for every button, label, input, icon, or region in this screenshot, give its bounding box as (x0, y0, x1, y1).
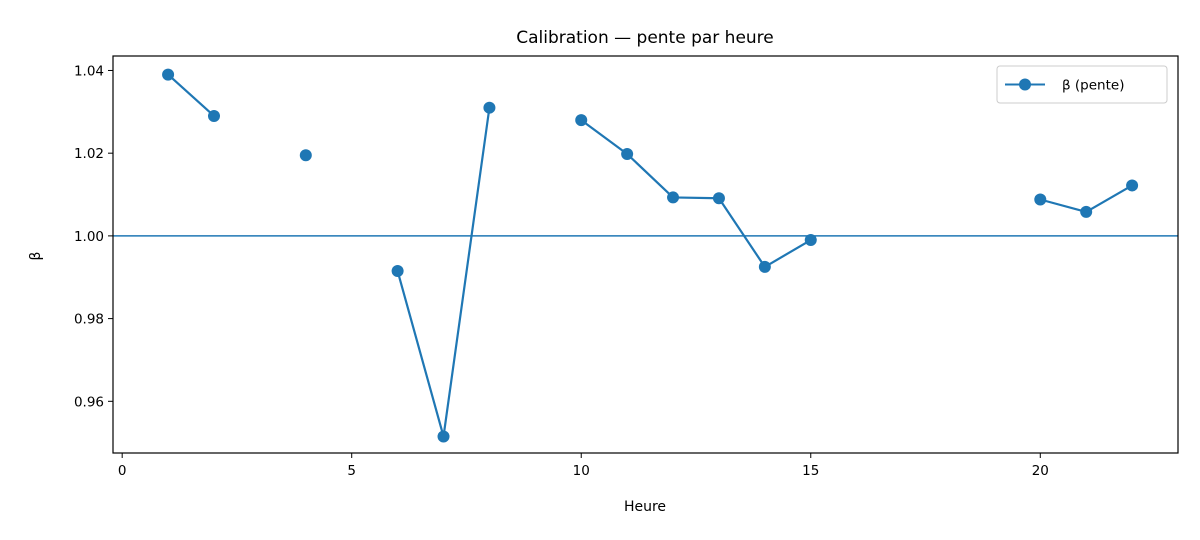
legend-marker-swatch (1019, 78, 1031, 91)
data-point-hour-10 (575, 114, 588, 127)
series-line-segment-0 (167, 73, 215, 117)
data-point-hour-20 (1034, 193, 1047, 206)
data-point-hour-2 (207, 109, 220, 122)
y-tick-label: 1.00 (74, 229, 104, 245)
x-tick-label: 0 (118, 463, 127, 479)
y-tick-label: 0.98 (74, 312, 104, 328)
legend-frame (996, 65, 1168, 104)
data-point-hour-22 (1126, 179, 1139, 192)
y-tick-label: 1.02 (74, 146, 104, 162)
x-tick-label: 15 (802, 463, 819, 479)
legend: β (pente) (996, 65, 1168, 104)
data-point-hour-8 (483, 101, 496, 114)
data-point-hour-6 (391, 265, 404, 278)
y-tick-label: 0.96 (74, 394, 104, 410)
plot-frame (112, 55, 1179, 454)
data-point-hour-14 (758, 260, 771, 273)
y-axis-label: β (28, 252, 44, 261)
chart-title: Calibration — pente par heure (516, 28, 774, 48)
data-point-hour-11 (621, 148, 634, 161)
x-tick-label: 5 (347, 463, 356, 479)
x-tick-label: 10 (573, 463, 590, 479)
data-point-hour-15 (804, 234, 817, 247)
y-tick-label: 1.04 (74, 63, 104, 79)
data-point-hour-13 (712, 192, 725, 205)
x-tick-label: 20 (1032, 463, 1049, 479)
data-point-hour-4 (299, 149, 312, 162)
legend-entry-label: β (pente) (1062, 78, 1124, 94)
data-point-hour-1 (162, 68, 175, 81)
data-point-hour-12 (667, 191, 680, 204)
data-point-hour-21 (1080, 205, 1093, 218)
plot-area: 0 5 10 15 20 0.96 0.98 1.00 1.02 1.04 (74, 55, 1179, 479)
data-point-hour-7 (437, 430, 450, 443)
series-line-segment-3 (580, 119, 812, 269)
x-axis-label: Heure (624, 499, 666, 515)
